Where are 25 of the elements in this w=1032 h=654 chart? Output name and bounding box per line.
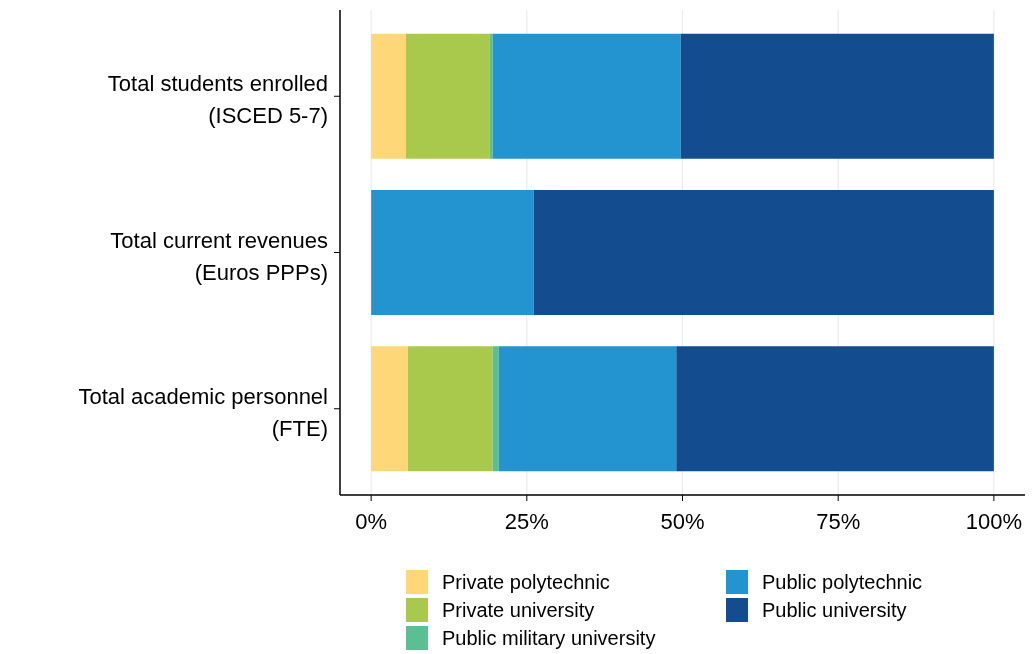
bar bbox=[492, 346, 499, 472]
x-tick-label: 100% bbox=[965, 509, 1022, 534]
bar bbox=[371, 190, 534, 315]
bar bbox=[498, 346, 677, 472]
x-tick-label: 50% bbox=[660, 509, 705, 534]
bar bbox=[492, 33, 681, 159]
bar bbox=[489, 33, 493, 159]
bar bbox=[371, 33, 407, 159]
legend-label: Public military university bbox=[442, 627, 656, 649]
x-tick-label: 75% bbox=[816, 509, 861, 534]
bar bbox=[371, 346, 408, 472]
bar bbox=[407, 346, 493, 472]
y-tick-label: Total current revenues (Euros PPPs) bbox=[110, 227, 328, 285]
x-tick-label: 25% bbox=[504, 509, 549, 534]
bar bbox=[406, 33, 490, 159]
legend-label: Public university bbox=[762, 599, 907, 621]
legend-label: Private polytechnic bbox=[442, 571, 610, 593]
legend-label: Private university bbox=[442, 599, 595, 621]
x-tick-label: 0% bbox=[355, 509, 388, 534]
bar bbox=[676, 346, 994, 472]
legend-label: Public polytechnic bbox=[762, 571, 923, 593]
bar bbox=[533, 190, 994, 315]
bar bbox=[680, 33, 994, 159]
y-tick-label: Total academic personnel (FTE) bbox=[78, 383, 328, 441]
y-tick-label: Total students enrolled (ISCED 5-7) bbox=[107, 71, 328, 129]
